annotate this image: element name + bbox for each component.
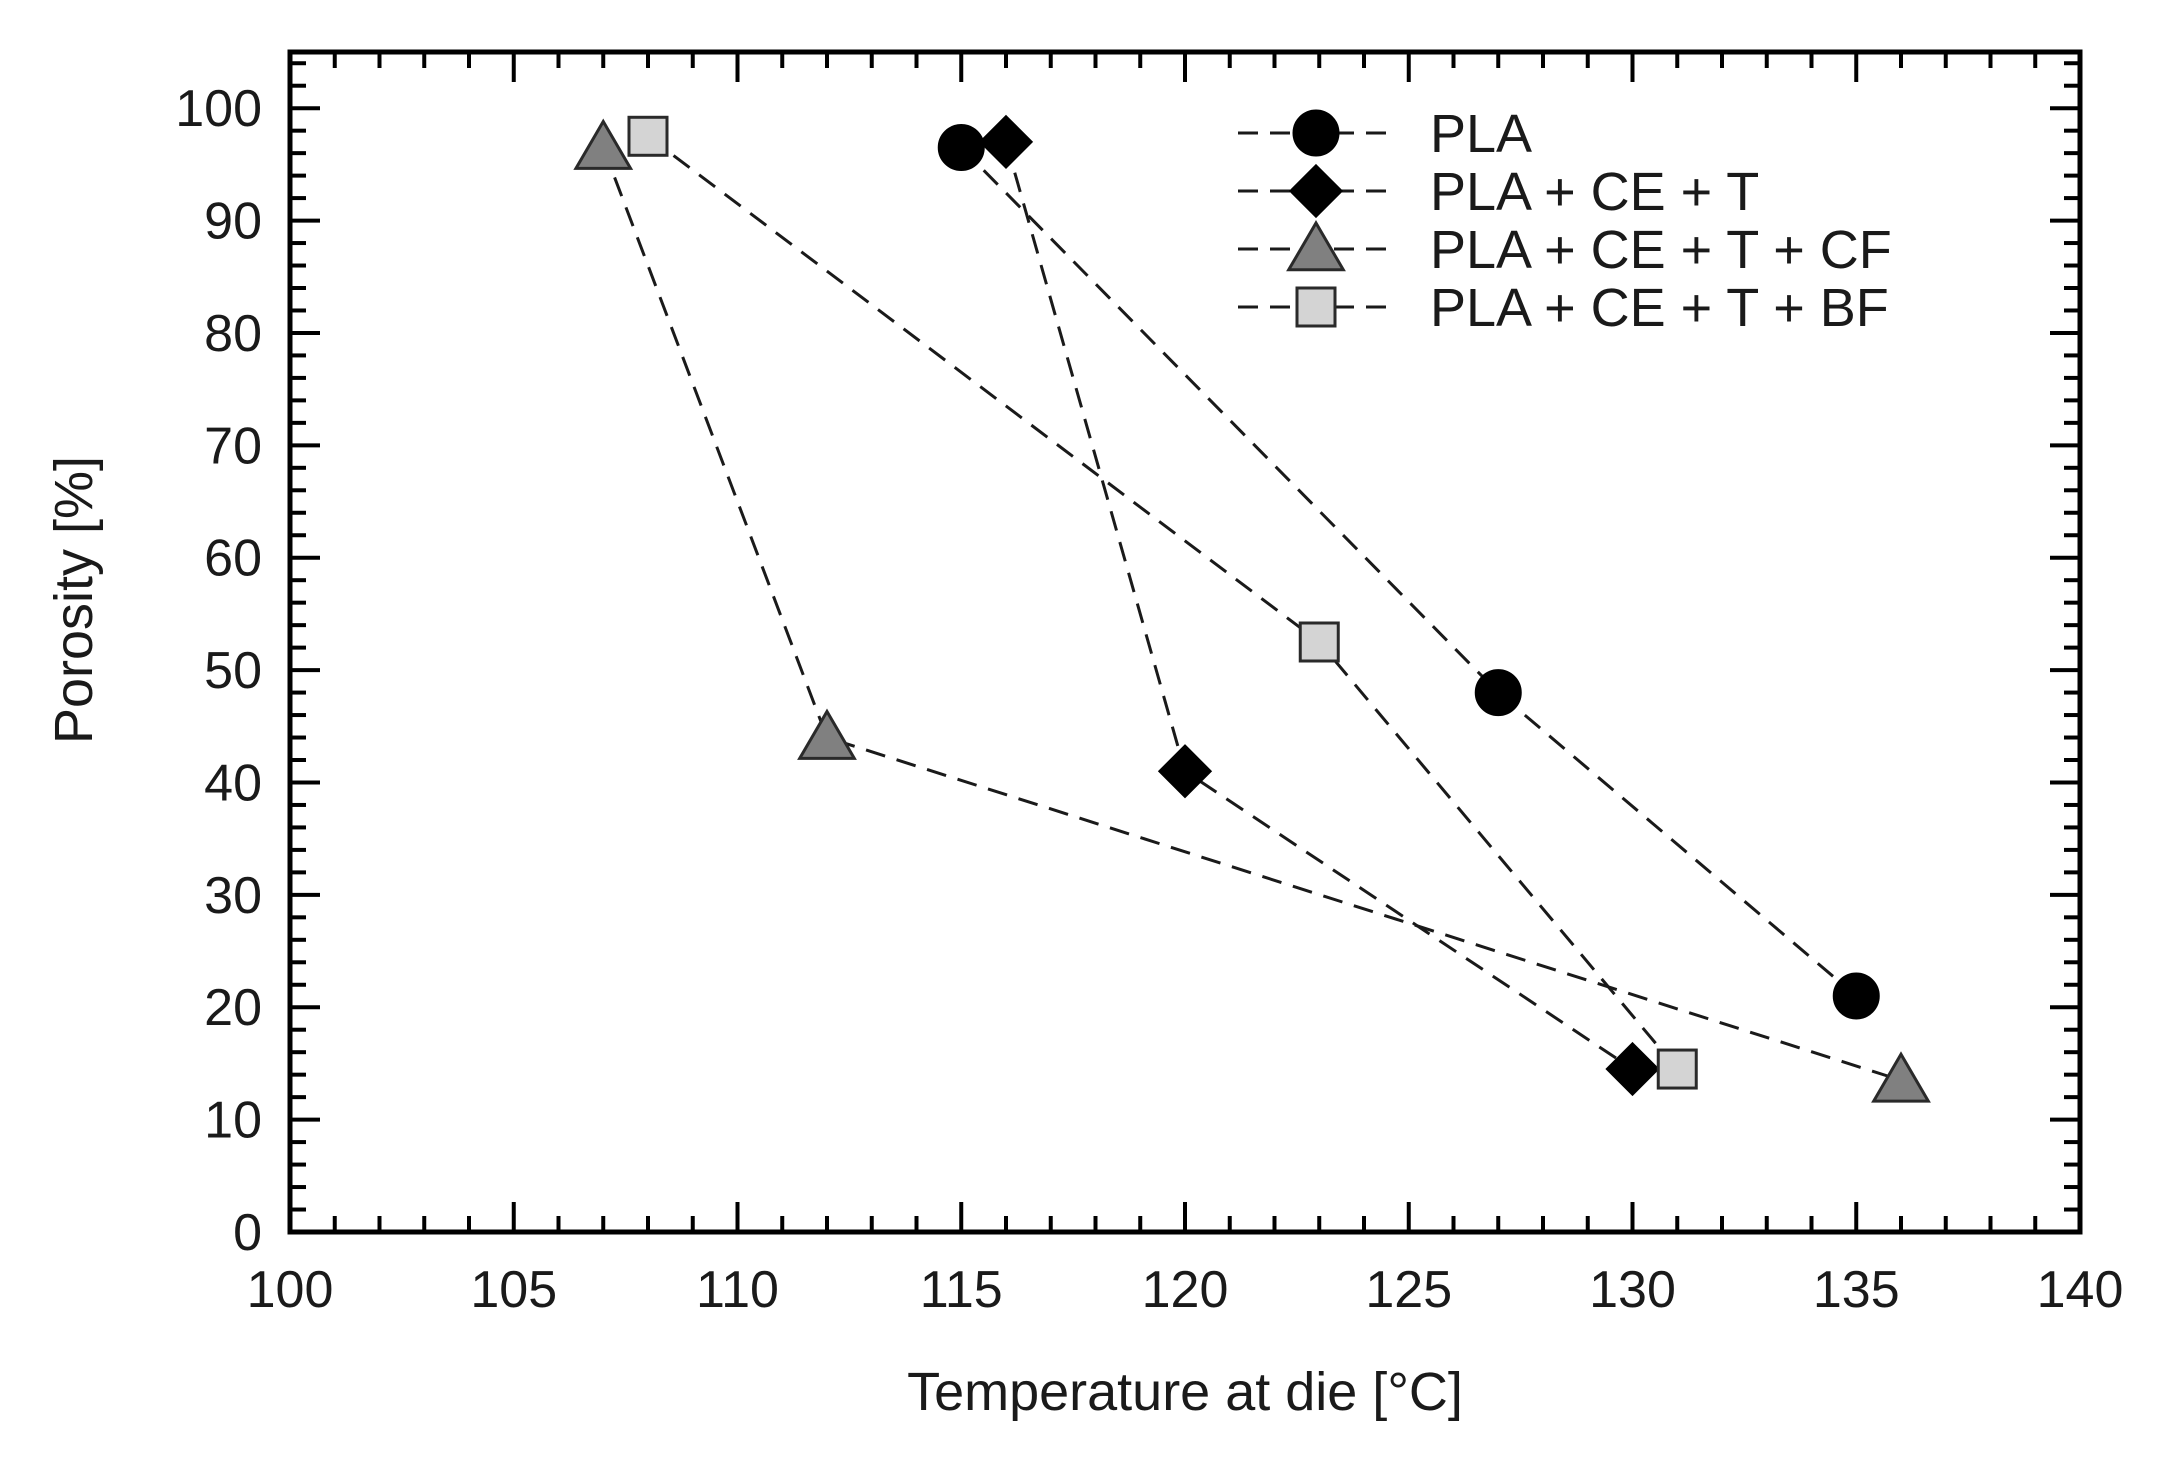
data-point-pla (1832, 972, 1880, 1020)
y-tick-label: 70 (204, 417, 262, 475)
legend-label-pla-plus-ce-plus-t-plus-bf: PLA + CE + T + BF (1430, 278, 1889, 338)
y-tick-label: 10 (204, 1092, 262, 1150)
y-tick-label: 90 (204, 193, 262, 251)
y-tick-label: 30 (204, 867, 262, 925)
x-tick-label: 125 (1365, 1261, 1452, 1319)
y-tick-label: 60 (204, 530, 262, 588)
legend-label-pla-plus-ce-plus-t-plus-cf: PLA + CE + T + CF (1430, 220, 1892, 280)
y-tick-label: 50 (204, 642, 262, 700)
data-point-pla-plus-ce-plus-t-plus-cf (573, 118, 634, 170)
legend-label-pla: PLA (1430, 104, 1532, 164)
x-tick-label: 115 (920, 1261, 1003, 1319)
ticks-layer: 100 105 110 115 120 125 130 135 140 0 10 20 30 40 50 60… (175, 52, 2123, 1319)
series-pla (937, 124, 1880, 1020)
x-tick-label: 100 (247, 1261, 334, 1319)
series-layer (573, 114, 1931, 1103)
y-tick-label: 100 (175, 80, 262, 138)
data-point-pla-plus-ce-plus-t-plus-bf (1298, 621, 1340, 663)
series-line-pla-plus-ce-plus-t-plus-cf (601, 146, 1902, 1082)
y-tick-label: 80 (204, 305, 262, 363)
legend-marker-pla-plus-ce-plus-t-plus-bf (1295, 286, 1337, 328)
data-point-pla-plus-ce-plus-t (1157, 744, 1213, 799)
legend-marker-pla (1292, 109, 1340, 157)
data-point-pla-plus-ce-plus-t-plus-bf (627, 115, 669, 157)
x-axis-title: Temperature at die [°C] (907, 1362, 1463, 1422)
y-tick-label: 40 (204, 754, 262, 812)
legend-marker-pla-plus-ce-plus-t (1288, 163, 1344, 219)
data-point-pla (1474, 669, 1522, 717)
legend-entry-pla-plus-ce-plus-t-plus-bf: PLA + CE + T + BF (1238, 278, 1889, 338)
series-pla-plus-ce-plus-t-plus-cf (573, 118, 1931, 1103)
data-point-pla-plus-ce-plus-t (978, 114, 1034, 170)
y-tick-label: 0 (233, 1204, 262, 1262)
legend-label-pla-plus-ce-plus-t: PLA + CE + T (1430, 162, 1759, 222)
x-tick-label: 110 (696, 1261, 779, 1319)
series-pla-plus-ce-plus-t (978, 114, 1660, 1097)
x-tick-label: 135 (1813, 1261, 1900, 1319)
legend-marker-pla-plus-ce-plus-t-plus-cf (1286, 220, 1346, 272)
series-pla-plus-ce-plus-t-plus-bf (627, 115, 1698, 1090)
data-point-pla-plus-ce-plus-t (1605, 1041, 1660, 1097)
legend-entry-pla-plus-ce-plus-t: PLA + CE + T (1238, 162, 1759, 222)
data-point-pla (937, 124, 985, 172)
x-tick-label: 140 (2037, 1261, 2124, 1319)
data-point-pla-plus-ce-plus-t-plus-cf (797, 708, 857, 760)
x-tick-label: 105 (470, 1261, 557, 1319)
legend-entry-pla: PLA (1238, 104, 1532, 164)
legend-entry-pla-plus-ce-plus-t-plus-cf: PLA + CE + T + CF (1238, 220, 1892, 280)
x-tick-label: 130 (1589, 1261, 1676, 1319)
y-tick-label: 20 (204, 979, 262, 1037)
y-axis-title: Porosity [%] (44, 456, 104, 744)
data-point-pla-plus-ce-plus-t-plus-cf (1871, 1051, 1931, 1103)
x-tick-label: 120 (1142, 1261, 1229, 1319)
data-point-pla-plus-ce-plus-t-plus-bf (1656, 1048, 1698, 1090)
